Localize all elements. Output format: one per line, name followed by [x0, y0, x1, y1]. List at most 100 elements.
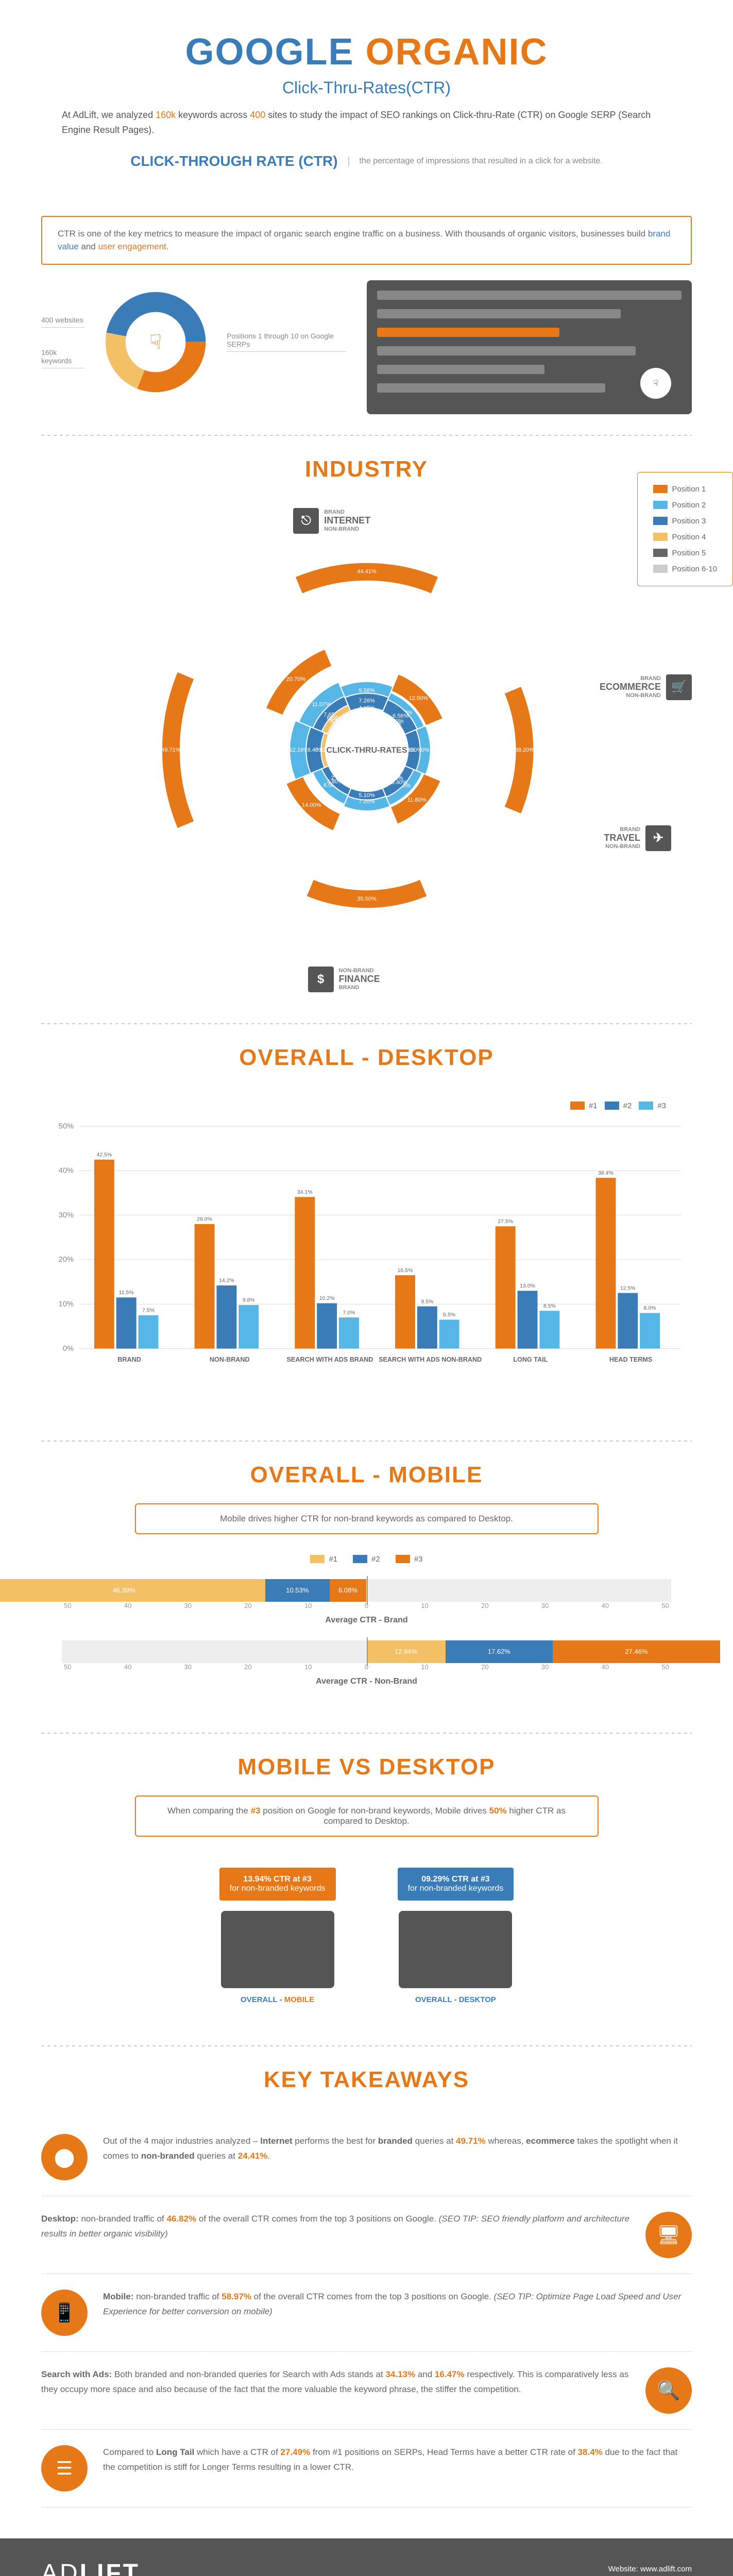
takeaway-row: 📱 Mobile: non-branded traffic of 58.97% o… [41, 2274, 692, 2352]
svg-text:27.5%: 27.5% [498, 1218, 513, 1225]
infographic-page: GOOGLE ORGANIC Click-Thru-Rates(CTR) At … [0, 0, 733, 2576]
divider [41, 435, 692, 436]
mobile-badge: 13.94% CTR at #3for non-branded keywords [219, 1868, 336, 1901]
svg-text:28.0%: 28.0% [197, 1216, 212, 1222]
svg-text:49.71%: 49.71% [161, 747, 181, 753]
ctr-definition: CLICK-THROUGH RATE (CTR) the percentage … [21, 153, 712, 170]
takeaway-icon: 🔍 [645, 2367, 692, 2414]
ctr-callout: CTR is one of the key metrics to measure… [41, 216, 692, 265]
desktop-legend: #1#2#3 [565, 1096, 671, 1115]
svg-text:HEAD TERMS: HEAD TERMS [609, 1355, 652, 1363]
compare-title: MOBILE VS DESKTOP [0, 1754, 733, 1780]
takeaway-text: Compared to Long Tail which have a CTR o… [103, 2445, 692, 2475]
legend-item: Position 1 [653, 485, 706, 494]
industry-label-travel: BRANDTRAVELNON-BRAND✈ [604, 825, 671, 851]
ctr-def-text: the percentage of impressions that resul… [348, 157, 603, 166]
divider [41, 1023, 692, 1024]
divider [41, 2045, 692, 2046]
svg-text:34.1%: 34.1% [297, 1189, 313, 1195]
desktop-device-label: OVERALL - DESKTOP [398, 1995, 514, 2004]
mobile-bar-chart: #1#2#3 46.39%10.53%6.08%5040302010010203… [0, 1545, 733, 1712]
donut-notes-right: Positions 1 through 10 on Google SERPs [227, 332, 346, 352]
svg-text:SEARCH WITH ADS NON-BRAND: SEARCH WITH ADS NON-BRAND [379, 1355, 482, 1363]
industry-label-finance: $NON-BRANDFINANCEBRAND [308, 967, 380, 992]
takeaway-icon: ⬤ [41, 2134, 88, 2180]
svg-text:0%: 0% [63, 1344, 74, 1352]
svg-text:5.10%: 5.10% [359, 792, 374, 799]
mobile-device-label: OVERALL - MOBILE [219, 1995, 336, 2004]
cursor-icon: ☟ [640, 368, 671, 399]
footer-logo: ADLIFT Acquire. Amplify. Advance. [41, 2559, 140, 2576]
takeaway-text: Desktop: non-branded traffic of 46.82% o… [41, 2212, 630, 2242]
takeaway-icon: 🖥 [645, 2212, 692, 2258]
svg-text:7.0%: 7.0% [343, 1309, 355, 1315]
desktop-title: OVERALL - DESKTOP [0, 1045, 733, 1071]
main-title: GOOGLE ORGANIC [21, 31, 712, 73]
svg-text:35.50%: 35.50% [357, 896, 377, 902]
desktop-bar-chart: #1#2#3 0%10%20%30%40%50%42.5%11.5%7.5%BR… [0, 1086, 733, 1420]
svg-text:12.5%: 12.5% [620, 1285, 636, 1291]
svg-text:11.80%: 11.80% [407, 797, 426, 803]
desktop-svg: 0%10%20%30%40%50%42.5%11.5%7.5%BRAND28.0… [41, 1115, 692, 1386]
takeaway-icon: ☰ [41, 2445, 88, 2492]
compare-mobile-card: 13.94% CTR at #3for non-branded keywords… [219, 1868, 336, 2004]
svg-text:LONG TAIL: LONG TAIL [513, 1355, 548, 1363]
title-word-1: GOOGLE [185, 31, 354, 73]
divider [41, 1733, 692, 1734]
donut-note-keywords: 160k keywords [41, 348, 84, 368]
takeaway-text: Out of the 4 major industries analyzed –… [103, 2134, 692, 2164]
mobile-legend: #1#2#3 [62, 1555, 671, 1564]
donut-note-sites: 400 websites [41, 316, 84, 328]
footer: ADLIFT Acquire. Amplify. Advance. Websit… [0, 2538, 733, 2576]
takeaways-title: KEY TAKEAWAYS [0, 2067, 733, 2093]
footer-website: www.adlift.com [640, 2565, 692, 2573]
header: GOOGLE ORGANIC Click-Thru-Rates(CTR) At … [0, 0, 733, 200]
footer-links: Website: www.adlift.com Email: info@adli… [608, 2562, 692, 2576]
takeaway-row: ⬤ Out of the 4 major industries analyzed … [41, 2119, 692, 2196]
mobile-callout: Mobile drives higher CTR for non-brand k… [135, 1503, 599, 1534]
svg-text:SEARCH WITH ADS BRAND: SEARCH WITH ADS BRAND [287, 1355, 373, 1363]
svg-text:13.0%: 13.0% [520, 1283, 535, 1289]
laptop-icon [221, 1911, 334, 1988]
donut-notes: 400 websites 160k keywords [41, 316, 84, 368]
svg-text:10.2%: 10.2% [319, 1295, 335, 1301]
svg-text:9.8%: 9.8% [243, 1297, 255, 1303]
takeaway-icon: 📱 [41, 2290, 88, 2336]
svg-text:42.5%: 42.5% [96, 1151, 112, 1158]
svg-text:9.5%: 9.5% [421, 1298, 433, 1304]
svg-text:6.5%: 6.5% [443, 1312, 455, 1318]
industry-section: INDUSTRY Position 1Position 2Position 3P… [0, 456, 733, 482]
svg-text:☟: ☟ [149, 331, 162, 353]
desktop-badge: 09.29% CTR at #3for non-branded keywords [398, 1868, 514, 1901]
svg-text:12.50%: 12.50% [408, 695, 428, 701]
svg-text:38.4%: 38.4% [598, 1170, 613, 1176]
industry-label-ecommerce: BRANDECOMMERCENON-BRAND🛒 [600, 674, 692, 700]
svg-text:7.26%: 7.26% [359, 698, 374, 704]
mobile-title: OVERALL - MOBILE [0, 1462, 733, 1488]
svg-text:30%: 30% [59, 1211, 74, 1219]
compare-callout: When comparing the #3 position on Google… [135, 1795, 599, 1837]
mobile-bar-row: 46.39%10.53%6.08%504030201001020304050Av… [62, 1579, 671, 1625]
browser-illustration: ☟ [367, 280, 692, 414]
mobile-bar-row: 12.94%17.62%27.46%504030201001020304050A… [62, 1640, 671, 1686]
takeaway-text: Search with Ads: Both branded and non-br… [41, 2367, 630, 2397]
compare-row: 13.94% CTR at #3for non-branded keywords… [0, 1847, 733, 2025]
donut-chart: ☟ [100, 280, 211, 404]
svg-text:40%: 40% [59, 1166, 74, 1175]
svg-text:BRAND: BRAND [117, 1355, 141, 1363]
svg-text:14.2%: 14.2% [219, 1277, 234, 1283]
svg-text:10%: 10% [59, 1300, 74, 1308]
divider [41, 1440, 692, 1442]
svg-text:8.5%: 8.5% [543, 1302, 556, 1309]
svg-text:NON-BRAND: NON-BRAND [210, 1355, 250, 1363]
takeaway-row: 🖥 Desktop: non-branded traffic of 46.82% … [41, 2196, 692, 2274]
svg-text:14.00%: 14.00% [302, 802, 321, 808]
svg-text:38.20%: 38.20% [515, 747, 534, 753]
takeaway-text: Mobile: non-branded traffic of 58.97% of… [103, 2290, 692, 2319]
svg-text:44.41%: 44.41% [357, 568, 377, 574]
svg-text:20.70%: 20.70% [286, 676, 305, 682]
ctr-label: CLICK-THROUGH RATE (CTR) [130, 153, 337, 170]
industry-radial-chart: 49.71%12.16%8.40%5.13%3.72%2.49%20.70%11… [0, 498, 733, 1003]
takeaway-row: 🔍 Search with Ads: Both branded and non-b… [41, 2352, 692, 2430]
intro-text: At AdLift, we analyzed 160k keywords acr… [21, 108, 712, 138]
